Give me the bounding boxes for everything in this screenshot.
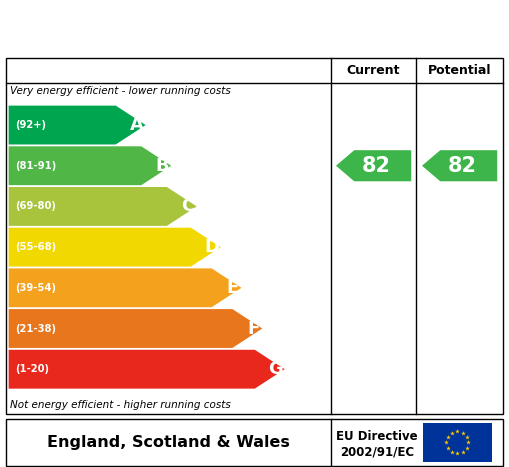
Text: D: D — [204, 238, 219, 256]
Text: Not energy efficient - higher running costs: Not energy efficient - higher running co… — [10, 400, 231, 410]
Text: B: B — [155, 157, 169, 175]
Polygon shape — [336, 150, 411, 181]
Polygon shape — [9, 146, 171, 185]
Text: Energy Efficiency Rating: Energy Efficiency Rating — [15, 15, 341, 39]
Bar — [423, 423, 492, 462]
Text: Very energy efficient - lower running costs: Very energy efficient - lower running co… — [10, 86, 231, 96]
Text: Potential: Potential — [428, 64, 491, 77]
Text: (39-54): (39-54) — [15, 283, 56, 293]
Polygon shape — [9, 309, 262, 348]
Text: (55-68): (55-68) — [15, 242, 56, 252]
Text: G: G — [268, 360, 283, 378]
Text: (81-91): (81-91) — [15, 161, 56, 171]
Polygon shape — [9, 350, 285, 389]
Text: 82: 82 — [448, 156, 477, 176]
Text: (69-80): (69-80) — [15, 201, 55, 212]
Polygon shape — [9, 106, 146, 144]
Text: England, Scotland & Wales: England, Scotland & Wales — [47, 435, 290, 450]
Text: F: F — [247, 319, 260, 338]
Text: (21-38): (21-38) — [15, 324, 56, 333]
Polygon shape — [9, 187, 197, 226]
Text: Current: Current — [347, 64, 401, 77]
Text: E: E — [227, 279, 239, 297]
Text: 2002/91/EC: 2002/91/EC — [340, 446, 414, 459]
Text: C: C — [181, 198, 194, 215]
Text: (92+): (92+) — [15, 120, 46, 130]
Text: EU Directive: EU Directive — [336, 430, 418, 443]
Text: (1-20): (1-20) — [15, 364, 49, 374]
Polygon shape — [9, 228, 221, 267]
Text: A: A — [130, 116, 144, 134]
Polygon shape — [9, 269, 241, 307]
Polygon shape — [422, 150, 497, 181]
Text: 82: 82 — [362, 156, 391, 176]
